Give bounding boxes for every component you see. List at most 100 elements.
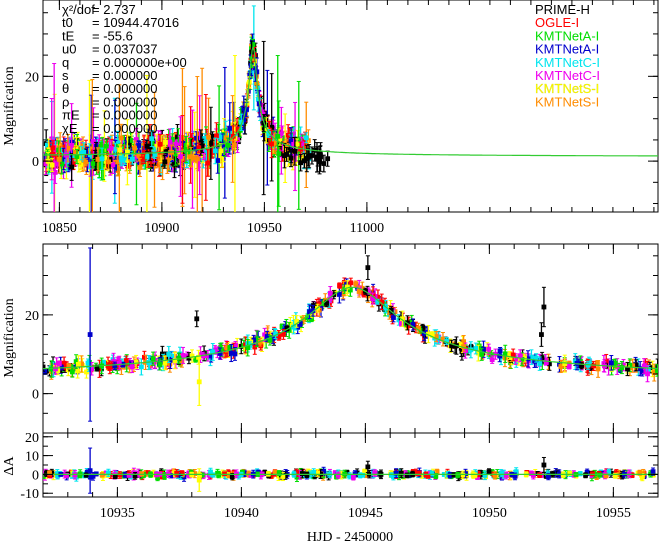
data-point [297, 321, 303, 326]
data-point [516, 357, 522, 363]
data-point [80, 143, 86, 149]
data-point [476, 343, 482, 349]
data-point [131, 150, 137, 156]
data-point [591, 363, 597, 369]
data-point [84, 157, 90, 162]
data-point [420, 325, 426, 330]
param-value: = 0.037037 [92, 42, 157, 57]
data-point [413, 325, 419, 330]
data-point [595, 366, 601, 372]
legend: PRIME-HOGLE-IKMTNetA-IKMTNetA-IKMTNetC-I… [535, 2, 600, 109]
data-point [194, 135, 199, 141]
data-point [238, 119, 244, 125]
data-point [85, 360, 91, 366]
param-value: = 0.000000 [92, 121, 157, 136]
data-point [250, 42, 256, 47]
data-point [199, 143, 205, 149]
data-point [173, 141, 179, 147]
data-point [62, 144, 68, 150]
data-point [254, 69, 260, 75]
data-point [299, 141, 305, 147]
data-point [263, 127, 269, 133]
param-value: = 0.000000 [92, 81, 157, 96]
zoom-panel-data [43, 247, 658, 422]
data-point [231, 142, 237, 148]
data-point [62, 163, 68, 168]
data-point [497, 353, 503, 359]
data-point [187, 149, 193, 155]
data-point [157, 141, 163, 147]
legend-entry: KMTNetA-I [535, 28, 599, 43]
data-point [137, 165, 143, 170]
data-point [162, 159, 168, 165]
data-point [122, 158, 128, 164]
data-point [208, 140, 214, 146]
data-point [198, 140, 204, 145]
data-point [50, 145, 56, 151]
data-point [175, 134, 180, 140]
data-point [217, 134, 223, 140]
data-point [126, 142, 132, 148]
data-point [139, 156, 145, 162]
data-point [375, 299, 381, 305]
data-point [266, 131, 272, 136]
data-point [221, 129, 227, 135]
y-tick-label: 0 [32, 155, 39, 170]
param-value: = -55.6 [92, 28, 133, 43]
data-point [88, 157, 94, 163]
data-point [475, 350, 481, 356]
data-point [148, 155, 154, 161]
data-point [115, 138, 121, 144]
param-value: = 0.000000 [92, 94, 157, 109]
data-point [220, 142, 225, 148]
x-tick-label: 10900 [144, 221, 179, 236]
data-point [130, 156, 135, 162]
data-point [117, 147, 123, 153]
data-point [95, 156, 101, 162]
legend-entry: KMTNetC-I [535, 68, 600, 83]
data-point [133, 137, 139, 142]
data-point [186, 355, 192, 361]
data-point [108, 145, 114, 151]
data-point [110, 162, 116, 167]
param-name: t0 [62, 15, 73, 30]
data-point [44, 142, 50, 148]
data-point [262, 332, 268, 338]
param-value: = 0.000000e+00 [92, 55, 187, 70]
data-point [365, 288, 371, 294]
data-point [587, 359, 593, 365]
x-tick-label: 10950 [247, 221, 282, 236]
data-point [337, 292, 342, 297]
data-point [61, 156, 67, 162]
data-point [141, 150, 147, 155]
data-point [188, 154, 194, 160]
data-point [285, 132, 291, 138]
data-point [52, 155, 58, 161]
data-point [294, 141, 300, 147]
fit-parameters: χ²/dof= 2.737 t0 = 10944.47016 tE = -55.6 u0 =… [62, 2, 187, 136]
data-point [208, 353, 214, 359]
data-point [163, 148, 169, 153]
data-point [88, 163, 93, 169]
data-point [166, 135, 172, 141]
data-point [73, 150, 78, 156]
data-point [163, 140, 168, 145]
data-point [170, 137, 175, 142]
data-point [74, 154, 80, 159]
data-point [201, 149, 207, 155]
data-point [104, 152, 110, 158]
data-point [633, 362, 639, 368]
data-point [193, 357, 198, 362]
data-point [182, 156, 188, 161]
data-point [118, 135, 124, 141]
data-point [284, 152, 290, 157]
data-point [106, 159, 111, 165]
data-point [152, 152, 158, 158]
data-point [170, 158, 176, 163]
data-point [214, 133, 219, 139]
data-point [449, 343, 454, 349]
data-point [183, 147, 189, 152]
param-value: = 0.000000 [92, 68, 157, 83]
param-name: u0 [62, 42, 76, 57]
data-point [56, 157, 62, 162]
